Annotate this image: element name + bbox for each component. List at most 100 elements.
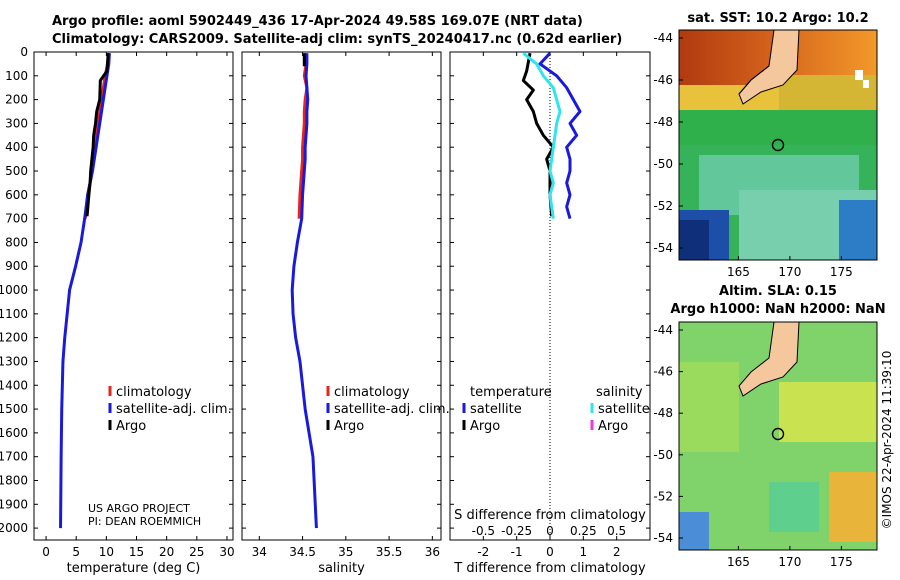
x-tick-label: -2 [477, 545, 489, 559]
x-tick-label: 2 [613, 545, 621, 559]
y-tick-label: 1200 [0, 331, 28, 345]
y-tick-label: 1500 [0, 402, 28, 416]
y-tick-label: 1900 [0, 497, 28, 511]
lon-tick-label: 170 [778, 265, 801, 279]
x-tick-label: 25 [189, 545, 204, 559]
series-argo [85, 53, 110, 217]
legend-label: satellite [598, 402, 650, 417]
lon-tick-label: 170 [778, 555, 801, 569]
y-tick-label: 1800 [0, 473, 28, 487]
y-tick-label: 1400 [0, 378, 28, 392]
lat-tick-label: -54 [653, 241, 673, 255]
s-tick-label: 0.5 [607, 524, 626, 538]
pi-credit: PI: DEAN ROEMMICH [88, 515, 201, 528]
lat-tick-label: -46 [653, 365, 673, 379]
x-tick-label: 35 [338, 545, 353, 559]
x-tick-label: 30 [219, 545, 234, 559]
sla-map-title-line2: Argo h1000: NaN h2000: NaN [670, 302, 885, 317]
y-tick-label: 100 [5, 69, 28, 83]
y-tick-label: 600 [5, 188, 28, 202]
series-t-satellite [538, 52, 582, 220]
series-s-satellite [522, 52, 562, 219]
legend-label: climatology [334, 385, 410, 400]
y-tick-label: 400 [5, 140, 28, 154]
x-tick-label: 10 [99, 545, 114, 559]
x-tick-label: 0 [42, 545, 50, 559]
y-tick-label: 200 [5, 93, 28, 107]
lat-tick-label: -44 [653, 31, 673, 45]
series-t-argo [521, 52, 555, 217]
series-satellite-adj-clim- [290, 53, 318, 529]
panel-frame [241, 51, 442, 541]
panel-temperature: 0100200300400500600700800900100011001200… [0, 45, 235, 576]
legend-label: Argo [470, 419, 500, 434]
figure-title-line1: Argo profile: aoml 5902449_436 17-Apr-20… [52, 14, 583, 29]
series-satellite-adj-clim- [59, 53, 111, 529]
y-tick-label: 1000 [0, 283, 28, 297]
legend-header-temperature: temperature [470, 385, 552, 400]
legend-label: satellite-adj. clim. [116, 402, 232, 417]
legend-label: Argo [334, 419, 364, 434]
sst-map: sat. SST: 10.2 Argo: 10.2 [653, 11, 878, 279]
x-tick-label: 36 [425, 545, 440, 559]
x-axis-label: salinity [318, 561, 365, 576]
y-tick-label: 2000 [0, 521, 28, 535]
x-tick-label: 34.5 [289, 545, 316, 559]
lat-tick-label: -44 [653, 323, 673, 337]
s-tick-label: -0.25 [501, 524, 532, 538]
s-difference-label: S difference from climatology [454, 508, 646, 523]
sst-map-title: sat. SST: 10.2 Argo: 10.2 [687, 11, 868, 26]
legend-label: satellite [470, 402, 522, 417]
s-tick-label: 0 [546, 524, 554, 538]
sla-map-field [679, 322, 877, 550]
lat-tick-label: -46 [653, 73, 673, 87]
legend-label: Argo [598, 419, 628, 434]
lat-tick-label: -52 [653, 489, 673, 503]
profile-panels: 0100200300400500600700800900100011001200… [0, 45, 651, 576]
x-tick-label: 5 [72, 545, 80, 559]
sst-map-axes: -44 -46 -48 -50 -52 -54 165 170 175 [653, 31, 852, 279]
lat-tick-label: -52 [653, 199, 673, 213]
lon-tick-label: 175 [830, 265, 853, 279]
lon-tick-label: 175 [830, 555, 853, 569]
legend-label: climatology [116, 385, 192, 400]
x-tick-label: 34 [252, 545, 267, 559]
x-axis-label: T difference from climatology [453, 561, 646, 576]
sla-argo-location-marker [771, 427, 785, 441]
y-tick-label: 1300 [0, 354, 28, 368]
sla-map-title-line1: Altim. SLA: 0.15 [719, 284, 837, 299]
lat-tick-label: -48 [653, 406, 673, 420]
sla-map: Altim. SLA: 0.15 Argo h1000: NaN h2000: … [653, 284, 885, 569]
x-tick-label: 35.5 [376, 545, 403, 559]
y-tick-label: 0 [20, 45, 28, 59]
x-tick-label: 0 [546, 545, 554, 559]
y-tick-label: 1100 [0, 307, 28, 321]
s-tick-label: -0.5 [472, 524, 495, 538]
s-tick-label: 0.25 [570, 524, 597, 538]
x-tick-label: 15 [129, 545, 144, 559]
panel-frame [33, 51, 234, 541]
legend-label: Argo [116, 419, 146, 434]
figure-title-line2: Climatology: CARS2009. Satellite-adj cli… [52, 32, 623, 47]
legend-header-salinity: salinity [596, 385, 643, 400]
y-tick-label: 1600 [0, 426, 28, 440]
y-tick-label: 500 [5, 164, 28, 178]
imos-timestamp: ©IMOS 22-Apr-2024 11:39:10 [880, 351, 894, 530]
lat-tick-label: -50 [653, 157, 673, 171]
x-tick-label: -1 [511, 545, 523, 559]
y-tick-label: 300 [5, 116, 28, 130]
sst-argo-location-marker [771, 138, 785, 152]
x-tick-label: 20 [159, 545, 174, 559]
lat-tick-label: -54 [653, 531, 673, 545]
x-axis-label: temperature (deg C) [67, 561, 201, 576]
panel-salinity: 34 34.5 35 35.5 36 salinity climatology satelli… [241, 51, 450, 576]
legend-label: satellite-adj. clim. [334, 402, 450, 417]
y-tick-label: 700 [5, 212, 28, 226]
project-credit: US ARGO PROJECT [88, 502, 190, 515]
panel-difference: -2 -1 0 1 2 T difference from climatology temp… [449, 51, 651, 576]
lat-tick-label: -50 [653, 448, 673, 462]
lon-tick-label: 165 [727, 265, 750, 279]
y-tick-label: 900 [5, 259, 28, 273]
y-tick-label: 800 [5, 235, 28, 249]
